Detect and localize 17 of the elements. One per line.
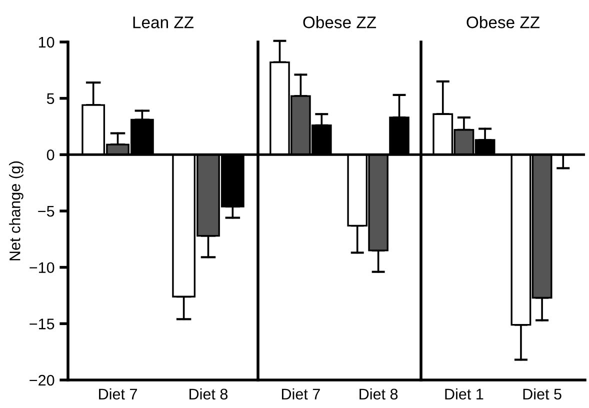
x-tick-label: Diet 8 <box>360 388 398 400</box>
chart-title: Obese ZZ <box>466 16 540 28</box>
x-tick-label: Diet 7 <box>282 388 320 400</box>
chart-title: Obese ZZ <box>303 16 376 28</box>
y-axis-title: Net change (g) <box>9 161 24 260</box>
chart-title: Lean ZZ <box>133 16 194 28</box>
y-tick-label: 10 <box>38 36 54 48</box>
x-tick-label: Diet 7 <box>99 388 137 400</box>
y-tick-label: 5 <box>46 93 54 104</box>
y-tick-label: −10 <box>30 262 54 274</box>
x-tick-label: Diet 1 <box>445 388 484 400</box>
y-tick-label: −5 <box>38 206 54 217</box>
y-tick-label: −15 <box>30 318 54 330</box>
y-tick-label: 0 <box>46 150 54 160</box>
y-tick-label: −20 <box>30 374 54 386</box>
x-tick-label: Diet 8 <box>190 388 228 400</box>
x-tick-label: Diet 5 <box>523 388 562 400</box>
